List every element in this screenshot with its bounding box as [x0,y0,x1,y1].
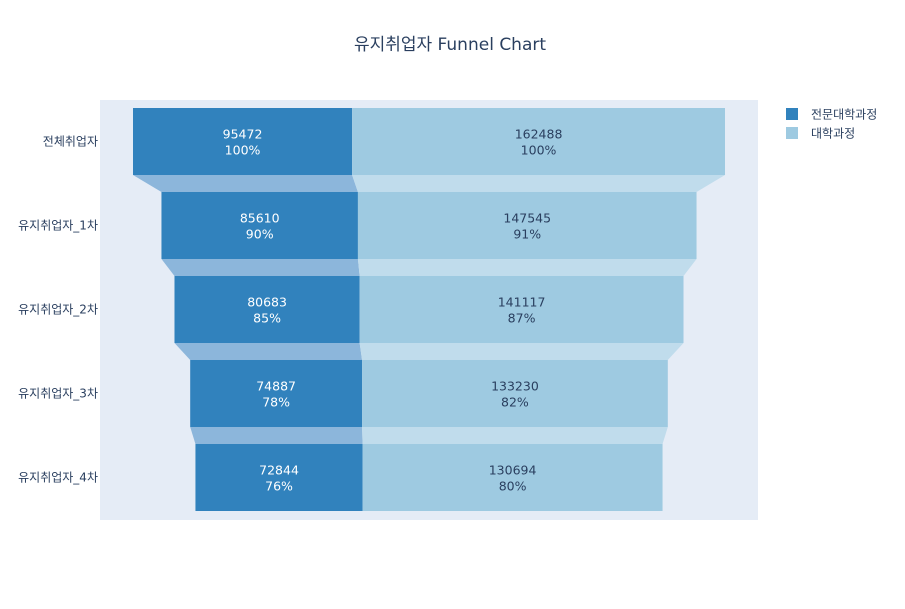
bar-series-1-stage-5[interactable] [195,444,363,511]
legend-swatch [786,127,798,139]
funnel-bar-labels: 95472100%162488100%8561090%14754591%8068… [223,127,563,494]
value-label-series-2-stage-2: 147545 [503,211,551,226]
bar-series-2-stage-2[interactable] [357,192,697,259]
value-label-series-1-stage-5: 72844 [259,463,299,478]
value-label-series-1-stage-3: 80683 [247,295,287,310]
value-label-series-1-stage-4: 74887 [256,379,296,394]
stage-tick-label: 유지취업자_2차 [18,303,98,317]
value-label-series-1-stage-1: 95472 [223,127,263,142]
connector-1-series-1 [133,175,358,192]
percent-label-series-2-stage-5: 80% [499,479,527,494]
bar-series-1-stage-3[interactable] [174,276,360,343]
percent-label-series-2-stage-1: 100% [521,143,557,158]
stage-tick-label: 전체취업자 [43,135,98,149]
legend-swatch [786,108,798,120]
percent-label-series-1-stage-2: 90% [246,227,274,242]
bar-series-1-stage-4[interactable] [190,360,363,427]
funnel-bars [133,108,725,511]
value-label-series-2-stage-4: 133230 [491,379,539,394]
value-label-series-2-stage-1: 162488 [515,127,563,142]
bar-series-2-stage-1[interactable] [352,108,725,175]
legend-item-2[interactable]: 대학과정 [786,127,855,141]
bar-series-1-stage-2[interactable] [161,192,358,259]
percent-label-series-1-stage-1: 100% [225,143,261,158]
stage-tick-label: 유지취업자_4차 [18,471,98,485]
bar-series-2-stage-4[interactable] [362,360,668,427]
percent-label-series-1-stage-3: 85% [253,311,281,326]
connector-4-series-1 [190,427,363,444]
percent-label-series-1-stage-4: 78% [262,395,290,410]
bar-series-2-stage-5[interactable] [362,444,663,511]
funnel-connectors [133,175,725,444]
bar-series-1-stage-1[interactable] [133,108,353,175]
value-label-series-2-stage-3: 141117 [498,295,546,310]
connector-1-series-2 [352,175,725,192]
percent-label-series-2-stage-2: 91% [513,227,541,242]
stage-tick-label: 유지취업자_1차 [18,219,98,233]
chart-title: 유지취업자 Funnel Chart [354,35,546,55]
connector-4-series-2 [362,427,668,444]
legend-label: 대학과정 [811,127,855,141]
value-label-series-1-stage-2: 85610 [240,211,280,226]
connector-3-series-2 [359,343,684,360]
percent-label-series-2-stage-3: 87% [508,311,536,326]
connector-2-series-2 [357,259,697,276]
connector-3-series-1 [174,343,363,360]
legend-item-1[interactable]: 전문대학과정 [786,108,877,122]
legend-label: 전문대학과정 [811,108,877,122]
value-label-series-2-stage-5: 130694 [489,463,537,478]
bar-series-2-stage-3[interactable] [359,276,684,343]
stage-tick-label: 유지취업자_3차 [18,387,98,401]
percent-label-series-1-stage-5: 76% [265,479,293,494]
percent-label-series-2-stage-4: 82% [501,395,529,410]
connector-2-series-1 [161,259,360,276]
